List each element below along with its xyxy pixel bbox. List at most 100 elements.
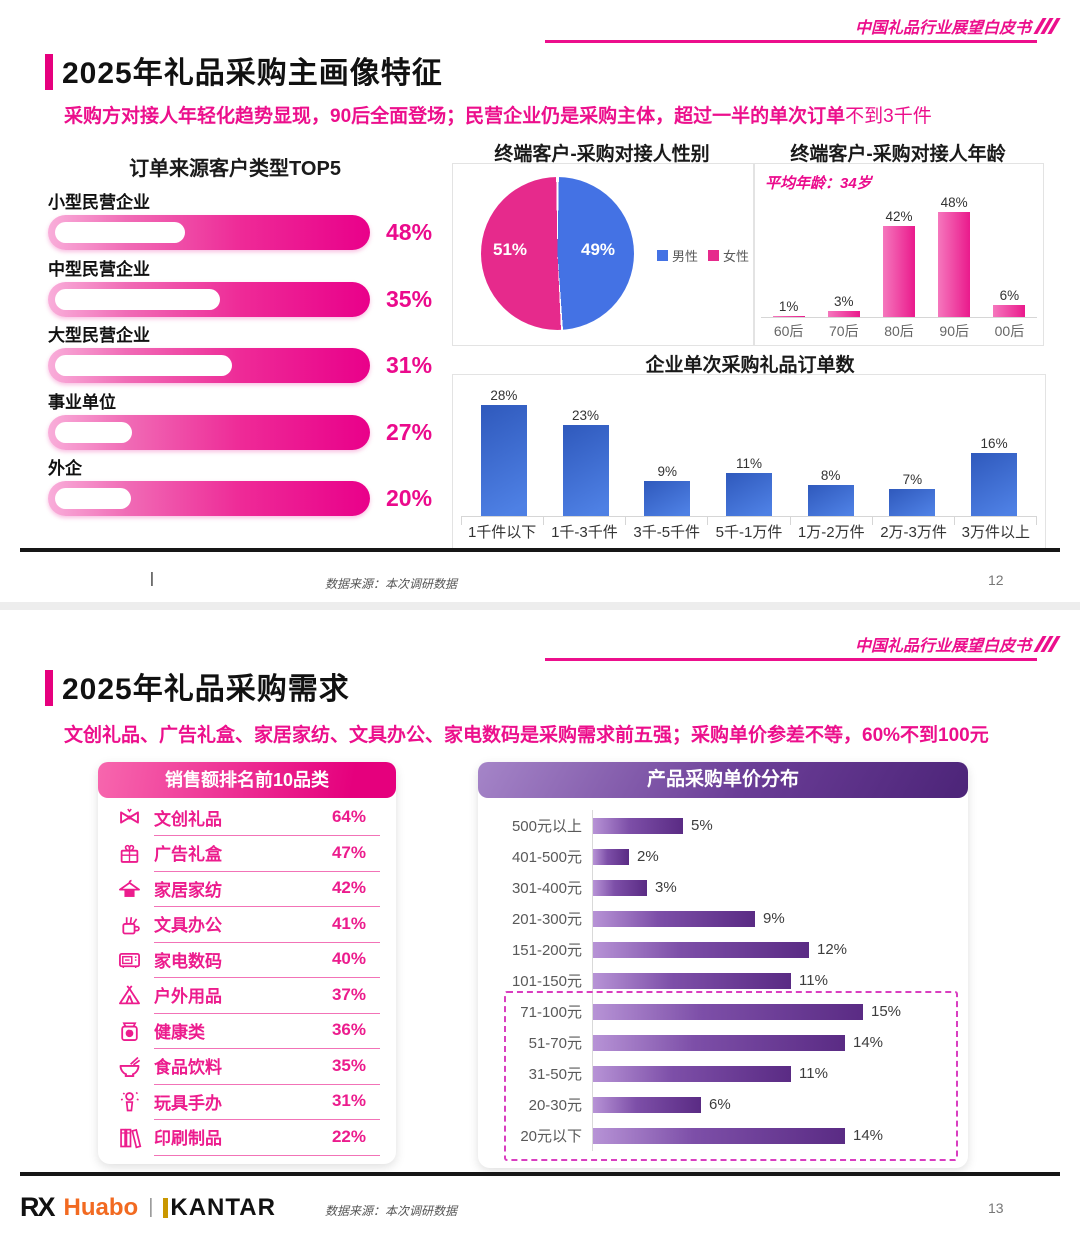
top5-value: 20% (386, 485, 433, 511)
brand-header: 中国礼品行业展望白皮书 (854, 14, 1061, 38)
price-row: 201-300元 9% (478, 903, 968, 934)
average-age-note: 平均年龄：34岁 (765, 175, 872, 192)
bar (593, 910, 755, 927)
price-category-label: 51-70元 (528, 1035, 582, 1052)
axis-category-label: 1千件以下 (467, 524, 537, 541)
bar (644, 481, 691, 517)
orders-categories: 1千件以下 1千-3千件 3千-5千件 5千-1万件 1万-2万件 2万-3万件 3万件以上 (461, 521, 1037, 542)
bar (882, 226, 915, 318)
axis-category-label: 3千-5千件 (633, 524, 701, 541)
top5-label: 小型民营企业 (48, 193, 150, 212)
chart-column: 7% (889, 472, 936, 517)
top5-bar-shine (55, 488, 131, 509)
price-row: 20-30元 6% (478, 1089, 968, 1120)
category-label: 家居家纺 (154, 880, 222, 900)
age-chart-panel: 平均年龄：34岁 1% 3% 42% 48% 6% 60后 70后 80后 90后 00后 (754, 163, 1044, 346)
price-row: 51-70元 14% (478, 1027, 968, 1058)
top5-label: 大型民营企业 (48, 326, 150, 345)
category-row-main: 户外用品 37% (154, 977, 380, 1014)
chart-column: 1% (772, 299, 805, 318)
axis-category-label: 80后 (884, 323, 914, 339)
price-bar-area: 14% (592, 1120, 968, 1151)
title-accent-bar (45, 54, 53, 90)
category-rank-header: 销售额排名前10品类 (98, 762, 396, 798)
category-value: 41% (331, 913, 366, 933)
price-row: 301-400元 3% (478, 872, 968, 903)
brand-underline (545, 658, 1037, 661)
price-category-label: 101-150元 (511, 973, 582, 990)
price-row: 20元以下 14% (478, 1120, 968, 1151)
gender-pie (481, 177, 634, 330)
price-bar-area: 12% (592, 934, 968, 965)
category-value: 47% (331, 842, 366, 862)
price-row: 401-500元 2% (478, 841, 968, 872)
page-number: 12 (988, 572, 1004, 588)
bar-value-label: 6% (709, 1096, 731, 1113)
bar (480, 405, 527, 517)
category-row-main: 健康类 36% (154, 1013, 380, 1049)
gift-icon (104, 840, 154, 867)
bar-value-label: 14% (853, 1127, 884, 1144)
legend-item: 男性 (656, 246, 698, 265)
bar-value-label: 14% (853, 1034, 884, 1051)
category-row-main: 食品饮料 35% (154, 1048, 380, 1085)
bar-value-label: 48% (940, 195, 968, 210)
top5-chart-title: 订单来源客户类型TOP5 (129, 158, 341, 180)
category-value: 64% (331, 807, 366, 827)
pie-label-female: 51% (493, 240, 528, 259)
top5-label: 事业单位 (48, 392, 116, 412)
data-source-note: 数据来源：本次调研数据 (325, 577, 458, 591)
age-bars: 1% 3% 42% 48% 6% (761, 195, 1037, 318)
category-row: 健康类 36% (104, 1013, 396, 1049)
category-row-main: 文具办公 41% (154, 906, 380, 943)
top5-bar (48, 481, 370, 516)
category-row: 家电数码 40% (104, 942, 396, 978)
page-title: 2025年礼品采购主画像特征 (62, 57, 443, 90)
gender-legend: 男性 女性 (656, 246, 749, 265)
bar (889, 489, 936, 517)
price-dist-panel: 产品采购单价分布 500元以上 5% 401-500元 2% 301-400元 3% 201… (478, 762, 968, 1168)
bar (593, 879, 647, 896)
age-chart-title: 终端客户-采购对接人年龄 (790, 144, 1006, 165)
bar-value-label: 7% (902, 472, 923, 487)
category-value: 37% (331, 984, 366, 1004)
age-categories: 60后 70后 80后 90后 00后 (761, 321, 1037, 341)
hanger-icon (104, 875, 154, 902)
price-category-label: 500元以上 (511, 818, 582, 835)
bar-value-label: 15% (871, 1003, 902, 1020)
top5-value: 35% (386, 285, 433, 312)
category-row-main: 玩具手办 31% (154, 1084, 380, 1120)
top5-bar (48, 215, 370, 250)
bar-value-label: 6% (999, 288, 1020, 303)
axis-category-label: 90后 (939, 323, 969, 339)
bowl-icon (104, 1053, 154, 1080)
brand-title: 中国礼品行业展望白皮书 (854, 20, 1031, 37)
top5-bar-shine (55, 355, 232, 376)
orders-chart-title: 企业单次采购礼品订单数 (645, 355, 855, 376)
top5-value: 27% (386, 418, 433, 445)
rx-logo: RX (20, 1192, 55, 1222)
top5-label: 外企 (48, 459, 82, 478)
category-row: 玩具手办 31% (104, 1084, 396, 1120)
price-category-label: 151-200元 (511, 942, 582, 959)
bar-value-label: 2% (637, 848, 659, 865)
page-gap (0, 602, 1080, 610)
bar (593, 1096, 701, 1113)
brand-slashes-icon (1033, 636, 1061, 652)
page-number: 13 (988, 1200, 1004, 1216)
bar (593, 1065, 791, 1082)
footer-logos: RX Huabo | KANTAR (20, 1192, 276, 1223)
category-value: 40% (331, 949, 366, 969)
category-row-main: 家居家纺 42% (154, 871, 380, 907)
books-icon (104, 1124, 154, 1151)
chart-column: 16% (971, 436, 1018, 517)
top5-bar-shine (55, 421, 132, 443)
price-row: 151-200元 12% (478, 934, 968, 965)
top5-bar (48, 414, 370, 450)
bar-value-label: 28% (490, 388, 518, 403)
toy-figure-icon (104, 1088, 154, 1115)
gender-chart-title: 终端客户-采购对接人性别 (494, 144, 710, 165)
bar (593, 1003, 863, 1020)
price-bar-area: 9% (592, 903, 968, 934)
top5-value: 48% (386, 219, 433, 245)
